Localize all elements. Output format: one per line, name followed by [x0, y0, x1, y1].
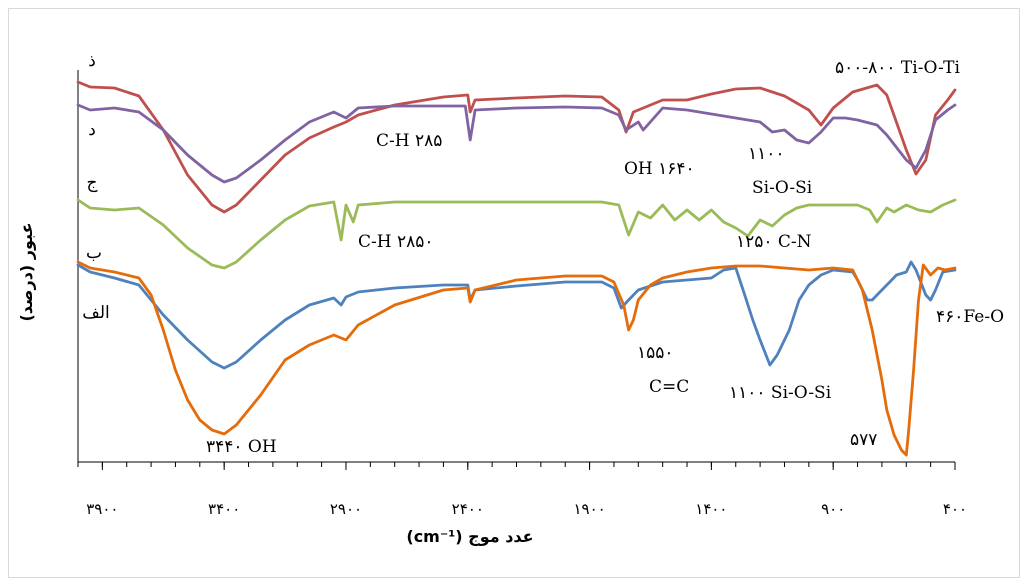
x-axis-title: عدد موج (cm⁻¹)	[406, 527, 533, 546]
x-tick-label: ۱۴۰۰	[695, 500, 727, 518]
series-line-2	[76, 198, 957, 270]
series-line-0	[76, 80, 957, 214]
annotation-fe-o-460: ۴۶۰Fe-O	[936, 307, 1004, 327]
y-axis-title: عبور (درصد)	[17, 222, 36, 321]
x-axis: ۳۹۰۰ ۳۴۰۰ ۲۹۰۰ ۲۴۰۰ ۱۹۰۰ ۱۴۰۰ ۹۰۰ ۴۰۰	[77, 70, 967, 518]
x-tick-label: ۴۰۰	[943, 500, 967, 518]
series-label-dhal: ذ	[88, 51, 96, 71]
x-tick-label: ۳۹۰۰	[86, 500, 118, 518]
series-line-1	[76, 103, 957, 184]
x-tick-label: ۲۹۰۰	[330, 500, 362, 518]
chart-frame	[8, 8, 1020, 578]
annotation-ch-285: C-H ۲۸۵	[376, 131, 442, 151]
annotation-577: ۵۷۷	[850, 430, 877, 450]
annotation-oh-3440: ۳۴۴۰ OH	[206, 437, 277, 457]
series-line-3	[76, 260, 957, 370]
series-label-alef: الف	[82, 303, 110, 323]
annotation-si-o-si-top: Si-O-Si	[752, 178, 813, 198]
annotation-oh-1640: OH ۱۶۴۰	[624, 159, 695, 179]
series-label-jim: ج	[87, 173, 98, 193]
annotation-1100-top: ۱۱۰۰	[748, 144, 785, 164]
series-label-be: ب	[86, 243, 102, 263]
x-tick-label: ۹۰۰	[821, 500, 845, 518]
annotation-1550: ۱۵۵۰	[637, 343, 674, 363]
x-tick-label: ۳۴۰۰	[208, 500, 240, 518]
annotation-cn-1250: ۱۲۵۰ C-N	[736, 232, 812, 252]
annotation-ch-2850: C-H ۲۸۵۰	[358, 232, 434, 252]
x-tick-label: ۲۴۰۰	[452, 500, 484, 518]
series-layer	[76, 80, 957, 457]
annotation-ti-o-ti: ۵۰۰-۸۰۰ Ti-O-Ti	[835, 58, 960, 78]
annotation-1100-si-o-si: ۱۱۰۰ Si-O-Si	[729, 383, 832, 403]
series-label-dal: د	[88, 120, 96, 140]
series-line-4	[76, 260, 957, 457]
x-tick-label: ۱۹۰۰	[573, 500, 605, 518]
annotation-c-equals-c: C=C	[649, 377, 689, 397]
